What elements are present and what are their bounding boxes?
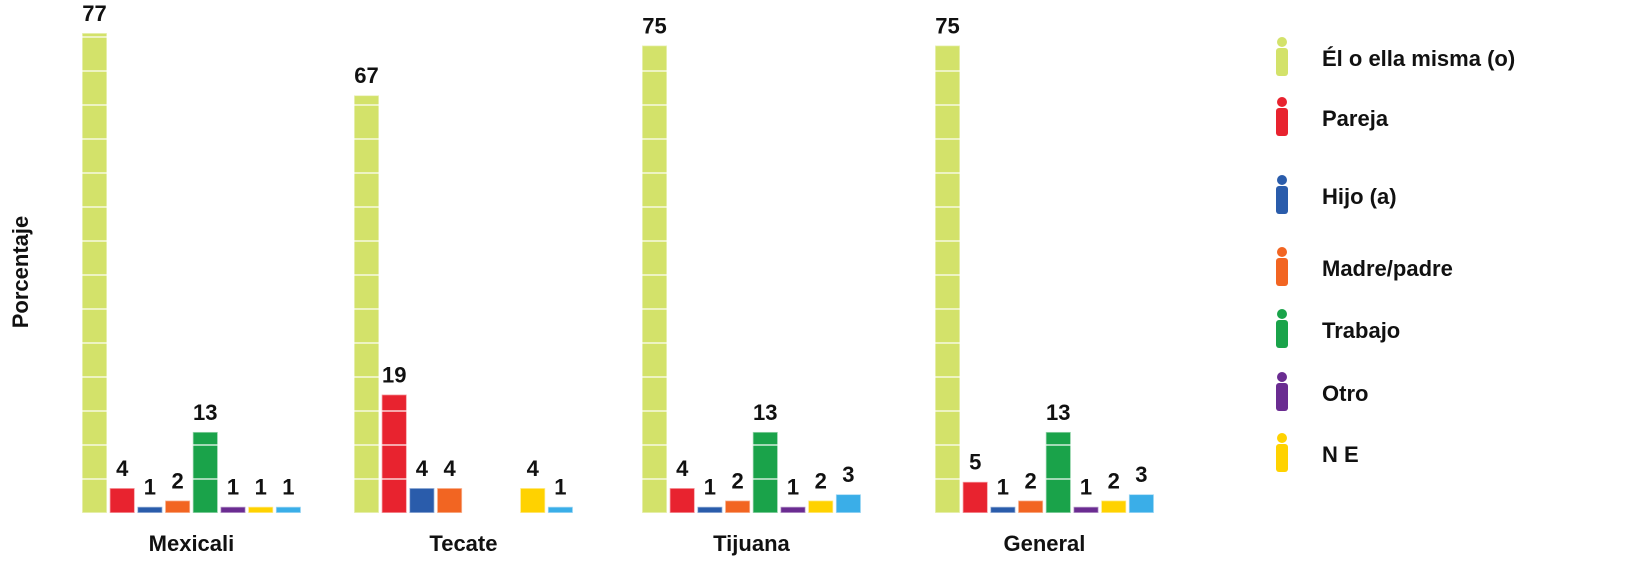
value-label: 1 [704, 475, 716, 500]
value-label: 1 [554, 475, 566, 500]
bar [724, 499, 751, 514]
value-label: 13 [193, 400, 217, 425]
value-label: 2 [171, 468, 183, 493]
value-label: 4 [443, 456, 456, 481]
value-label: 1 [255, 475, 267, 500]
value-label: 1 [282, 475, 294, 500]
value-label: 3 [1135, 462, 1147, 487]
value-label: 2 [815, 468, 827, 493]
legend-icon [1276, 433, 1288, 472]
legend-icon-head [1277, 433, 1287, 443]
bar [779, 506, 807, 514]
legend-icon-head [1277, 309, 1287, 319]
value-label: 2 [1024, 468, 1036, 493]
bar [275, 506, 302, 514]
value-label: 4 [527, 456, 540, 481]
bar [835, 493, 862, 514]
legend-icon-body [1276, 383, 1288, 411]
x-tick-label: Tijuana [713, 531, 790, 556]
bar [164, 499, 191, 514]
value-label: 67 [354, 63, 378, 88]
x-tick-label: Mexicali [149, 531, 235, 556]
bar [219, 506, 247, 514]
bar [668, 487, 696, 514]
legend-icon [1276, 372, 1288, 411]
bar [247, 506, 274, 514]
legend-icon-head [1277, 372, 1287, 382]
value-label: 1 [144, 475, 156, 500]
legend-label: Madre/padre [1322, 256, 1453, 281]
legend-label: N E [1322, 442, 1359, 467]
value-label: 1 [787, 475, 799, 500]
bar [696, 506, 724, 514]
x-tick-label: Tecate [429, 531, 497, 556]
bar [989, 506, 1017, 514]
value-label: 13 [1046, 400, 1070, 425]
bar [1100, 499, 1127, 514]
legend-icon-head [1277, 37, 1287, 47]
legend-icon-body [1276, 108, 1288, 136]
legend-icon-body [1276, 258, 1288, 286]
legend-icon [1276, 309, 1288, 348]
bar [547, 506, 574, 514]
bar [81, 32, 108, 514]
value-label: 2 [731, 468, 743, 493]
bar [641, 44, 668, 514]
value-label: 3 [842, 462, 854, 487]
y-axis-label: Porcentaje [8, 216, 33, 329]
value-label: 75 [935, 13, 959, 38]
legend-icon [1276, 97, 1288, 136]
bar [1017, 499, 1044, 514]
legend-icon-body [1276, 444, 1288, 472]
legend-icon-head [1277, 97, 1287, 107]
legend-label: Trabajo [1322, 318, 1400, 343]
value-label: 4 [676, 456, 689, 481]
x-tick-label: General [1003, 531, 1085, 556]
value-label: 2 [1108, 468, 1120, 493]
value-label: 19 [382, 362, 406, 387]
bar [108, 487, 136, 514]
value-label: 77 [82, 1, 106, 26]
value-label: 4 [416, 456, 429, 481]
bar [934, 44, 961, 514]
legend-label: Pareja [1322, 106, 1389, 131]
legend-icon-head [1277, 247, 1287, 257]
bar [1128, 493, 1155, 514]
value-label: 1 [227, 475, 239, 500]
value-label: 75 [642, 13, 666, 38]
value-label: 1 [997, 475, 1009, 500]
bar [807, 499, 834, 514]
bar [436, 487, 463, 514]
value-label: 4 [116, 456, 129, 481]
legend-icon-body [1276, 320, 1288, 348]
legend-icon-body [1276, 186, 1288, 214]
bar [136, 506, 164, 514]
value-label: 13 [753, 400, 777, 425]
bar [961, 481, 989, 514]
legend-icon [1276, 247, 1288, 286]
bar [1072, 506, 1100, 514]
legend-label: Hijo (a) [1322, 184, 1397, 209]
legend-icon [1276, 175, 1288, 214]
legend-label: Otro [1322, 381, 1368, 406]
bar [519, 487, 546, 514]
legend-icon-head [1277, 175, 1287, 185]
value-label: 1 [1080, 475, 1092, 500]
bar [380, 393, 408, 514]
bar [408, 487, 436, 514]
legend-label: Él o ella misma (o) [1322, 46, 1515, 71]
legend-icon-body [1276, 48, 1288, 76]
value-label: 5 [969, 450, 981, 475]
bar [353, 94, 380, 514]
legend-icon [1276, 37, 1288, 76]
